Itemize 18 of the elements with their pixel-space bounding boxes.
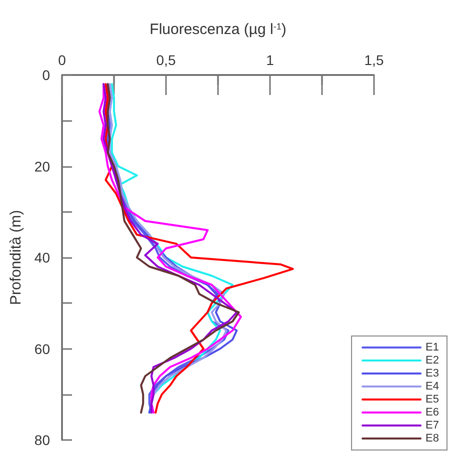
text: E1 [426,342,440,354]
x-tick-label: 0,5 [156,52,176,68]
y-tick-label: 0 [42,67,50,83]
y-tick-label: 20 [34,158,50,174]
y-tick-label: 60 [34,340,50,357]
x-tick-label: 1 [266,52,274,68]
text: E2 [426,354,440,366]
text: E4 [426,380,440,392]
y-tick-label: 80 [34,432,50,448]
y-tick-label: 40 [34,250,50,266]
text: E6 [426,406,440,418]
text: E3 [426,368,440,380]
y-axis-title: Profondità (m) [8,210,25,306]
x-tick-label: 1,5 [364,52,384,68]
text: E7 [426,420,440,432]
text: E8 [426,432,440,444]
x-tick-label: 0 [58,52,66,68]
text: E5 [426,394,440,406]
